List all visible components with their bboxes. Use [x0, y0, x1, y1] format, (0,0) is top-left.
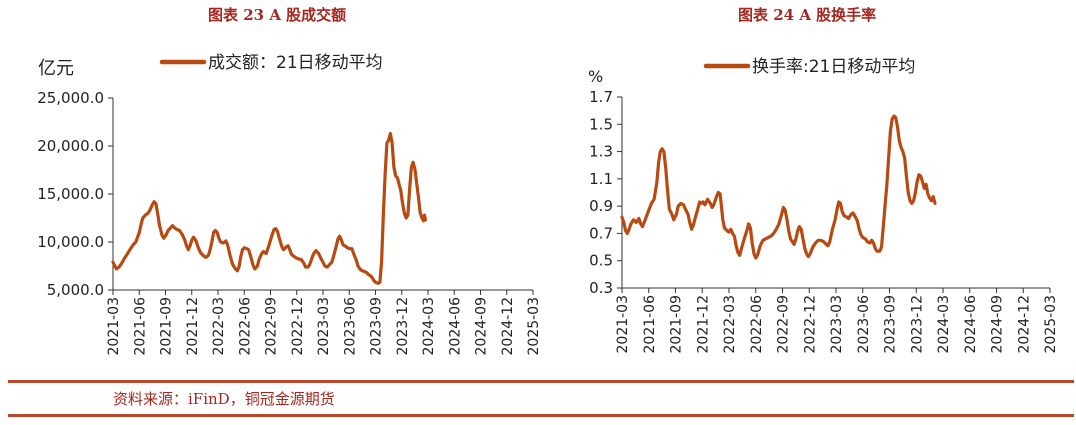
- y-tick-label: 0.3: [589, 279, 613, 297]
- x-tick-label: 2023-03: [829, 295, 845, 354]
- x-tick-label: 2021-06: [132, 297, 148, 356]
- x-tick-label: 2023-06: [342, 297, 358, 356]
- divider-top: [8, 380, 1074, 383]
- x-tick-label: 2022-03: [722, 295, 738, 354]
- x-tick-label: 2022-03: [211, 297, 227, 356]
- x-tick-label: 2024-09: [990, 295, 1006, 354]
- y-tick-label: 0.7: [589, 224, 613, 242]
- x-tick-label: 2024-12: [500, 297, 516, 356]
- turnover-rate-chart: % 换手率:21日移动平均1.71.51.31.10.90.70.50.32021…: [588, 57, 1059, 354]
- x-tick-label: 2023-03: [316, 297, 332, 356]
- x-tick-label: 2024-03: [421, 297, 437, 356]
- chart-title-left: 图表 23 A 股成交额: [208, 6, 347, 24]
- legend-label: 成交额：21日移动平均: [208, 53, 383, 73]
- series-line: [111, 131, 427, 285]
- y-tick-label: 1.5: [589, 115, 613, 133]
- y-tick-label: 0.9: [589, 197, 613, 215]
- x-tick-label: 2024-12: [1016, 295, 1032, 354]
- x-tick-label: 2022-12: [290, 297, 306, 356]
- y-tick-label: 1.1: [589, 170, 613, 188]
- y-tick-label: 1.7: [589, 88, 613, 106]
- x-tick-label: 2021-06: [642, 295, 658, 354]
- y-tick-label: 0.5: [589, 252, 613, 270]
- x-tick-label: 2025-03: [526, 297, 540, 356]
- x-tick-label: 2021-09: [669, 295, 685, 354]
- x-tick-label: 2024-06: [963, 295, 979, 354]
- x-tick-label: 2025-03: [1043, 295, 1059, 354]
- x-tick-label: 2023-06: [856, 295, 872, 354]
- y-tick-label: 5,000.0: [47, 281, 104, 299]
- y-tick-label: 15,000.0: [37, 185, 104, 203]
- y-tick-label: 20,000.0: [37, 137, 104, 155]
- divider-bottom: [8, 414, 1074, 417]
- source-note: 资料来源：iFinD，铜冠金源期货: [113, 390, 335, 408]
- x-tick-label: 2021-03: [106, 297, 122, 356]
- y-tick-label: 1.3: [589, 143, 613, 161]
- x-tick-label: 2022-06: [237, 297, 253, 356]
- y-tick-label: 25,000.0: [37, 89, 104, 107]
- x-tick-label: 2024-06: [447, 297, 463, 356]
- x-tick-label: 2024-03: [936, 295, 952, 354]
- x-tick-label: 2023-12: [909, 295, 925, 354]
- y-tick-label: 10,000.0: [37, 233, 104, 251]
- x-tick-label: 2024-09: [474, 297, 490, 356]
- x-tick-label: 2023-12: [395, 297, 411, 356]
- y-axis-unit-label: 亿元: [38, 58, 74, 79]
- chart-title-right: 图表 24 A 股换手率: [738, 6, 877, 24]
- x-tick-label: 2022-06: [749, 295, 765, 354]
- turnover-amount-chart: 亿元 成交额：21日移动平均 25,000.0 20,000.0 15,000.0 10,…: [37, 53, 540, 356]
- x-tick-label: 2023-09: [883, 295, 899, 354]
- x-tick-label: 2022-09: [776, 295, 792, 354]
- x-tick-label: 2022-09: [264, 297, 280, 356]
- x-tick-label: 2023-09: [369, 297, 385, 356]
- y-axis-unit-label: %: [588, 67, 603, 86]
- series-line: [620, 114, 937, 260]
- x-tick-label: 2021-12: [695, 295, 711, 354]
- x-tick-label: 2021-09: [159, 297, 175, 356]
- legend-label: 换手率:21日移动平均: [752, 57, 915, 77]
- x-tick-label: 2021-03: [615, 295, 631, 354]
- x-tick-label: 2021-12: [185, 297, 201, 356]
- x-tick-label: 2022-12: [802, 295, 818, 354]
